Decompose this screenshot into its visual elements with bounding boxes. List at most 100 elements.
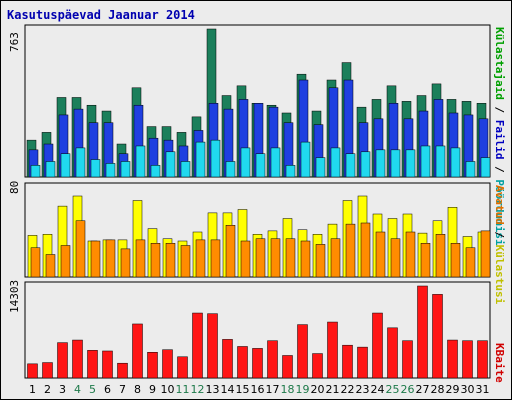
bar-kbytes [327,321,338,379]
bar-pages [60,153,71,178]
bar-kbytes [462,340,473,379]
bar-sites [180,245,191,278]
x-tick-label: 3 [59,383,66,396]
bar-kbytes [372,312,383,379]
x-tick-label: 5 [89,383,96,396]
bar-pages [285,165,296,178]
bar-sites [285,238,296,278]
bar-sites [420,243,431,278]
bar-kbytes [192,312,203,379]
bar-sites [60,245,71,278]
x-tick-label: 6 [104,383,111,396]
bar-sites [375,231,386,278]
x-tick-label: 28 [431,383,445,396]
bar-sites [345,223,356,278]
x-tick-label: 23 [356,383,370,396]
bar-pages [210,139,221,178]
bar-sites [225,225,236,278]
x-tick-label: 17 [266,383,280,396]
x-tick-label: 20 [311,383,325,396]
bar-pages [240,147,251,178]
bar-kbytes [387,327,398,379]
x-tick-label: 30 [461,383,475,396]
page-title: Kasutuspäevad Jaanuar 2014 [7,8,195,22]
bar-kbytes [147,352,158,379]
bar-pages [45,161,56,178]
bar-pages [270,147,281,178]
bar-sites [45,254,56,278]
bar-sites [300,240,311,278]
bar-pages [30,165,41,178]
x-tick-label: 4 [74,383,81,396]
bar-sites [30,247,41,278]
x-tick-label: 31 [476,383,490,396]
bar-pages [330,147,341,178]
bar-pages [90,159,101,178]
bar-kbytes [132,323,143,379]
bar-pages [120,161,131,178]
x-tick-label: 1 [29,383,36,396]
x-tick-label: 11 [176,383,190,396]
bar-sites [330,238,341,278]
x-tick-label: 8 [134,383,141,396]
x-tick-label: 18 [281,383,295,396]
bar-pages [435,145,446,178]
bar-kbytes [252,348,263,379]
bar-pages [465,161,476,178]
bar-pages [450,147,461,178]
bar-pages [480,157,491,178]
bar-pages [255,153,266,178]
bar-sites [150,243,161,278]
x-tick-label: 2 [44,383,51,396]
x-tick-label: 21 [326,383,340,396]
bar-sites [405,231,416,278]
bar-kbytes [357,346,368,379]
bar-kbytes [27,363,38,379]
bar-sites [240,240,251,278]
x-tick-label: 10 [161,383,175,396]
bar-sites [255,238,266,278]
bar-kbytes [177,356,188,379]
bar-kbytes [432,294,443,379]
bar-sites [75,220,86,278]
bar-kbytes [42,362,53,379]
bar-pages [225,161,236,178]
x-tick-label: 22 [341,383,355,396]
x-tick-label: 19 [296,383,310,396]
x-tick-label: 25 [386,383,400,396]
bar-pages [300,141,311,178]
bar-pages [360,151,371,178]
bar-sites [120,248,131,278]
bar-sites [480,230,491,278]
bar-kbytes [72,339,83,379]
bar-sites [465,247,476,278]
bar-sites [135,239,146,278]
bar-pages [135,145,146,178]
bar-kbytes [117,362,128,379]
x-tick-label: 15 [236,383,250,396]
bar-pages [375,149,386,178]
x-tick-label: 26 [401,383,415,396]
x-tick-label: 14 [221,383,235,396]
bar-kbytes [417,285,428,379]
bar-sites [270,238,281,278]
bar-pages [390,149,401,178]
bar-sites [195,239,206,278]
bar-pages [195,141,206,178]
bar-sites [390,238,401,278]
bar-pages [405,149,416,178]
x-tick-label: 12 [191,383,205,396]
bar-kbytes [402,340,413,379]
bar-sites [90,240,101,278]
bar-kbytes [447,339,458,379]
bar-pages [420,145,431,178]
bar-pages [345,153,356,178]
bar-sites [210,239,221,278]
bar-kbytes [162,349,173,379]
bar-sites [105,239,116,278]
bar-sites [165,243,176,278]
bar-pages [150,165,161,178]
bar-kbytes [207,313,218,379]
bar-kbytes [477,340,488,379]
bar-kbytes [222,339,233,379]
